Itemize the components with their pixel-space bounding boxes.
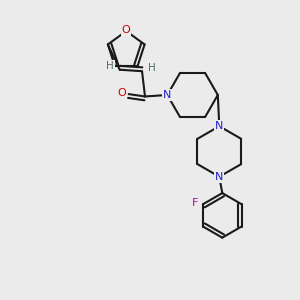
Text: O: O	[118, 88, 127, 98]
Text: H: H	[106, 61, 114, 71]
Text: N: N	[163, 90, 172, 100]
Text: F: F	[191, 198, 198, 208]
Text: O: O	[122, 25, 130, 34]
Text: N: N	[215, 172, 224, 182]
Text: N: N	[215, 121, 224, 131]
Text: H: H	[148, 63, 155, 73]
